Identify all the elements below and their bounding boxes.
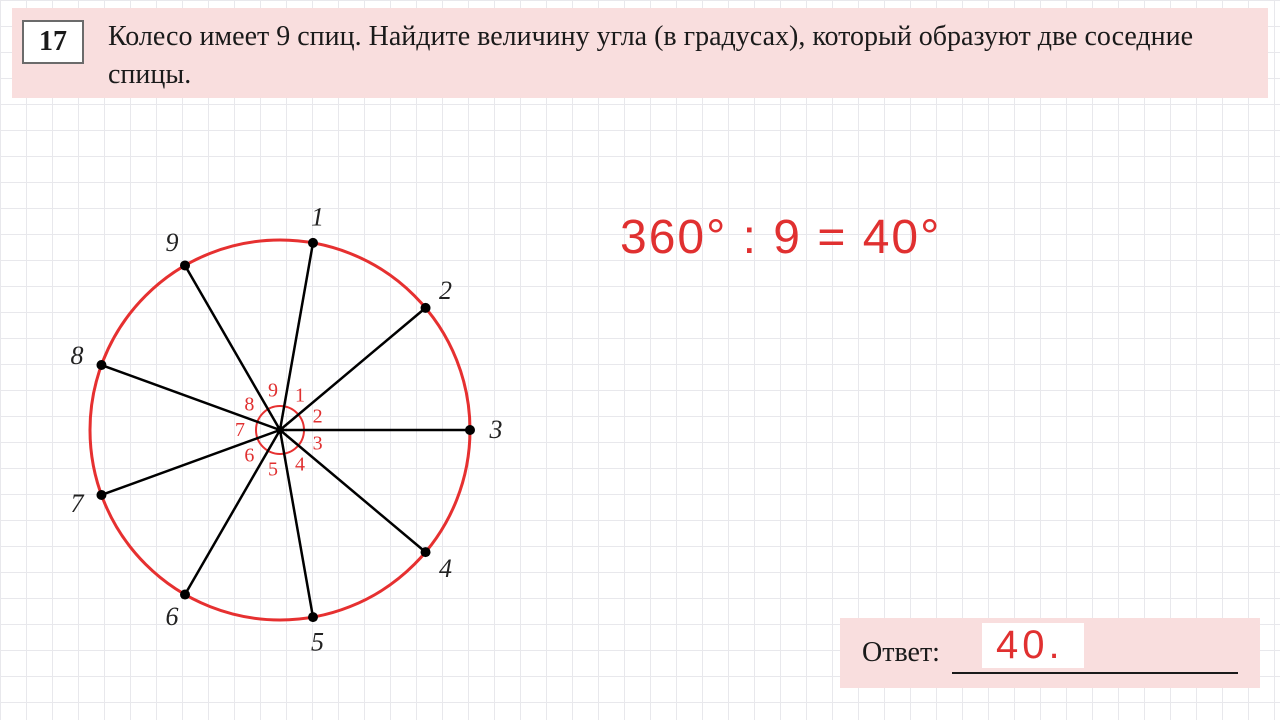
svg-text:9: 9 bbox=[268, 380, 278, 402]
svg-text:2: 2 bbox=[439, 276, 452, 305]
svg-text:2: 2 bbox=[313, 405, 323, 427]
wheel-diagram: 112233445566778899 bbox=[60, 140, 500, 680]
svg-text:1: 1 bbox=[295, 384, 305, 406]
svg-text:4: 4 bbox=[439, 554, 452, 583]
svg-text:6: 6 bbox=[244, 445, 254, 467]
answer-line: 40. bbox=[952, 632, 1238, 674]
problem-text: Колесо имеет 9 спиц. Найдите величину уг… bbox=[108, 18, 1252, 94]
wheel-svg: 112233445566778899 bbox=[60, 140, 520, 700]
svg-text:7: 7 bbox=[71, 489, 85, 518]
svg-text:9: 9 bbox=[166, 228, 179, 257]
svg-text:6: 6 bbox=[166, 602, 179, 631]
problem-number: 17 bbox=[39, 26, 67, 58]
answer-label: Ответ: bbox=[862, 637, 940, 669]
problem-header: 17 Колесо имеет 9 спиц. Найдите величину… bbox=[12, 8, 1268, 98]
svg-text:5: 5 bbox=[311, 628, 324, 657]
svg-text:4: 4 bbox=[295, 454, 305, 476]
problem-number-box: 17 bbox=[22, 20, 84, 64]
solution-equation: 360° : 9 = 40° bbox=[620, 210, 941, 265]
svg-text:3: 3 bbox=[489, 415, 503, 444]
svg-text:1: 1 bbox=[311, 202, 324, 231]
svg-text:3: 3 bbox=[313, 433, 323, 455]
svg-text:8: 8 bbox=[71, 341, 84, 370]
svg-text:8: 8 bbox=[244, 393, 254, 415]
answer-value: 40. bbox=[982, 623, 1084, 668]
svg-text:7: 7 bbox=[235, 419, 245, 441]
svg-text:5: 5 bbox=[268, 458, 278, 480]
answer-box: Ответ: 40. bbox=[840, 618, 1260, 688]
